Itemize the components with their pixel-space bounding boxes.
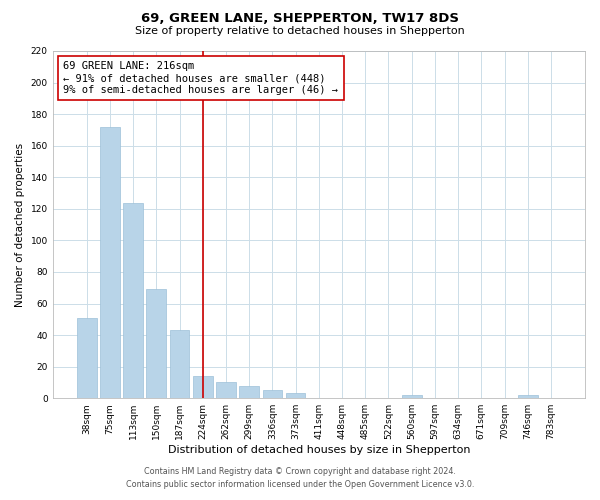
- Bar: [286, 394, 305, 398]
- X-axis label: Distribution of detached houses by size in Shepperton: Distribution of detached houses by size …: [167, 445, 470, 455]
- Text: 69 GREEN LANE: 216sqm
← 91% of detached houses are smaller (448)
9% of semi-deta: 69 GREEN LANE: 216sqm ← 91% of detached …: [64, 62, 338, 94]
- Bar: [100, 127, 120, 398]
- Bar: [146, 290, 166, 398]
- Bar: [263, 390, 282, 398]
- Bar: [77, 318, 97, 398]
- Bar: [518, 395, 538, 398]
- Bar: [239, 386, 259, 398]
- Text: Contains HM Land Registry data © Crown copyright and database right 2024.
Contai: Contains HM Land Registry data © Crown c…: [126, 467, 474, 489]
- Bar: [123, 202, 143, 398]
- Bar: [193, 376, 212, 398]
- Bar: [170, 330, 190, 398]
- Bar: [216, 382, 236, 398]
- Y-axis label: Number of detached properties: Number of detached properties: [15, 142, 25, 306]
- Text: Size of property relative to detached houses in Shepperton: Size of property relative to detached ho…: [135, 26, 465, 36]
- Text: 69, GREEN LANE, SHEPPERTON, TW17 8DS: 69, GREEN LANE, SHEPPERTON, TW17 8DS: [141, 12, 459, 26]
- Bar: [402, 395, 422, 398]
